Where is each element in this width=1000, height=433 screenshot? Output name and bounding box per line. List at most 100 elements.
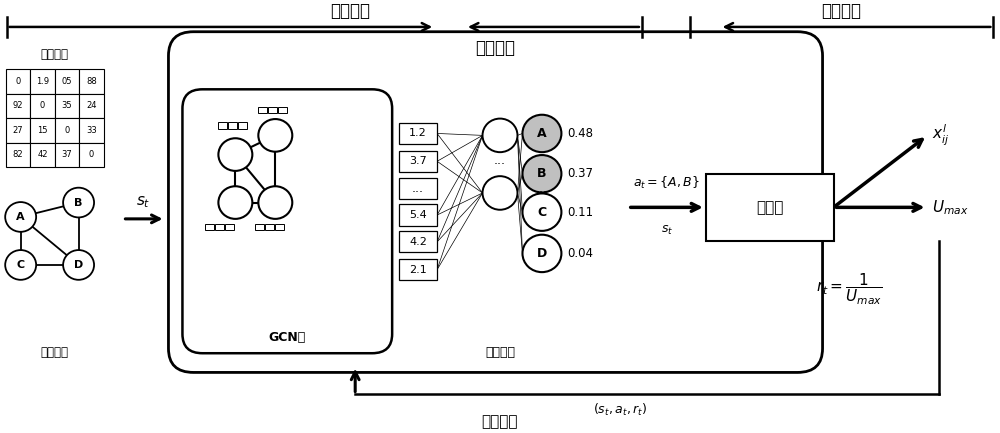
Bar (55, 142, 79, 167)
Text: 模型训练: 模型训练 (482, 415, 518, 430)
Bar (79, 69, 104, 94)
Circle shape (522, 155, 561, 193)
Bar (278, 107, 287, 113)
Text: 5.4: 5.4 (409, 210, 427, 220)
Circle shape (63, 187, 94, 217)
Text: 线性规划: 线性规划 (822, 2, 862, 20)
Text: B: B (537, 167, 547, 180)
Circle shape (522, 194, 561, 231)
Text: 网络拓扑: 网络拓扑 (41, 346, 69, 359)
Bar (205, 224, 214, 230)
Circle shape (258, 119, 292, 152)
Bar (6, 118, 30, 142)
Bar (30, 94, 55, 118)
Text: $s_t$: $s_t$ (136, 194, 151, 210)
Text: 0.11: 0.11 (567, 206, 594, 219)
Bar (55, 94, 79, 118)
Text: A: A (16, 212, 25, 222)
Text: 1.9: 1.9 (36, 77, 49, 86)
Circle shape (522, 235, 561, 272)
Text: 05: 05 (62, 77, 72, 86)
Text: 策略网络: 策略网络 (476, 39, 516, 58)
Bar (399, 204, 437, 226)
Text: C: C (17, 260, 25, 270)
Text: 82: 82 (13, 150, 23, 159)
Bar (79, 94, 104, 118)
Circle shape (5, 202, 36, 232)
Text: 0.37: 0.37 (567, 167, 593, 180)
Bar (218, 122, 227, 129)
Bar (79, 142, 104, 167)
Circle shape (522, 115, 561, 152)
Bar (258, 107, 267, 113)
Bar (6, 142, 30, 167)
Circle shape (5, 250, 36, 280)
Text: $r_t = \dfrac{1}{U_{max}}$: $r_t = \dfrac{1}{U_{max}}$ (816, 271, 883, 307)
Text: $(s_t, a_t, r_t)$: $(s_t, a_t, r_t)$ (593, 402, 647, 418)
Text: 0.04: 0.04 (567, 247, 593, 260)
Text: D: D (74, 260, 83, 270)
Bar (6, 94, 30, 118)
Circle shape (483, 119, 517, 152)
Bar (275, 224, 284, 230)
Text: 全连接层: 全连接层 (485, 346, 515, 359)
Text: 0: 0 (40, 101, 45, 110)
Text: 37: 37 (61, 150, 72, 159)
Text: 2.1: 2.1 (409, 265, 427, 275)
FancyBboxPatch shape (168, 32, 823, 372)
Text: 88: 88 (86, 77, 97, 86)
Text: 流量矩阵: 流量矩阵 (41, 48, 69, 61)
Text: 0.48: 0.48 (567, 127, 593, 140)
Bar (399, 231, 437, 252)
Text: 15: 15 (37, 126, 48, 135)
Circle shape (63, 250, 94, 280)
FancyBboxPatch shape (182, 89, 392, 353)
Bar (255, 224, 264, 230)
Bar (399, 178, 437, 199)
Text: ...: ... (412, 182, 424, 195)
Bar (399, 259, 437, 280)
Circle shape (218, 138, 252, 171)
Bar (6, 69, 30, 94)
Text: A: A (537, 127, 547, 140)
Text: $U_{max}$: $U_{max}$ (932, 198, 969, 216)
Bar (399, 123, 437, 144)
Text: D: D (537, 247, 547, 260)
Text: 1.2: 1.2 (409, 129, 427, 139)
Bar (225, 224, 234, 230)
Bar (30, 69, 55, 94)
Text: 节点选择: 节点选择 (330, 2, 370, 20)
Text: ···: ··· (494, 158, 506, 171)
Text: 33: 33 (86, 126, 97, 135)
Bar (228, 122, 237, 129)
Bar (30, 142, 55, 167)
Text: 24: 24 (86, 101, 97, 110)
Circle shape (483, 176, 517, 210)
Text: GCN层: GCN层 (269, 331, 306, 344)
Bar (268, 107, 277, 113)
Bar (706, 174, 834, 241)
Bar (265, 224, 274, 230)
Text: $a_t = \{A,B\}$: $a_t = \{A,B\}$ (633, 175, 700, 191)
Text: B: B (74, 197, 83, 207)
Text: ···: ··· (536, 187, 548, 200)
Text: 0: 0 (64, 126, 69, 135)
Bar (399, 151, 437, 172)
Text: 35: 35 (62, 101, 72, 110)
Text: 27: 27 (13, 126, 23, 135)
Circle shape (258, 186, 292, 219)
Bar (79, 118, 104, 142)
Bar (30, 118, 55, 142)
Text: 0: 0 (15, 77, 21, 86)
Bar (55, 118, 79, 142)
Text: 求解器: 求解器 (756, 200, 783, 215)
Text: 4.2: 4.2 (409, 237, 427, 247)
Text: 92: 92 (13, 101, 23, 110)
Bar (55, 69, 79, 94)
Circle shape (218, 186, 252, 219)
Text: 42: 42 (37, 150, 48, 159)
Bar (238, 122, 247, 129)
Text: 3.7: 3.7 (409, 156, 427, 166)
Bar (215, 224, 224, 230)
Text: C: C (537, 206, 547, 219)
